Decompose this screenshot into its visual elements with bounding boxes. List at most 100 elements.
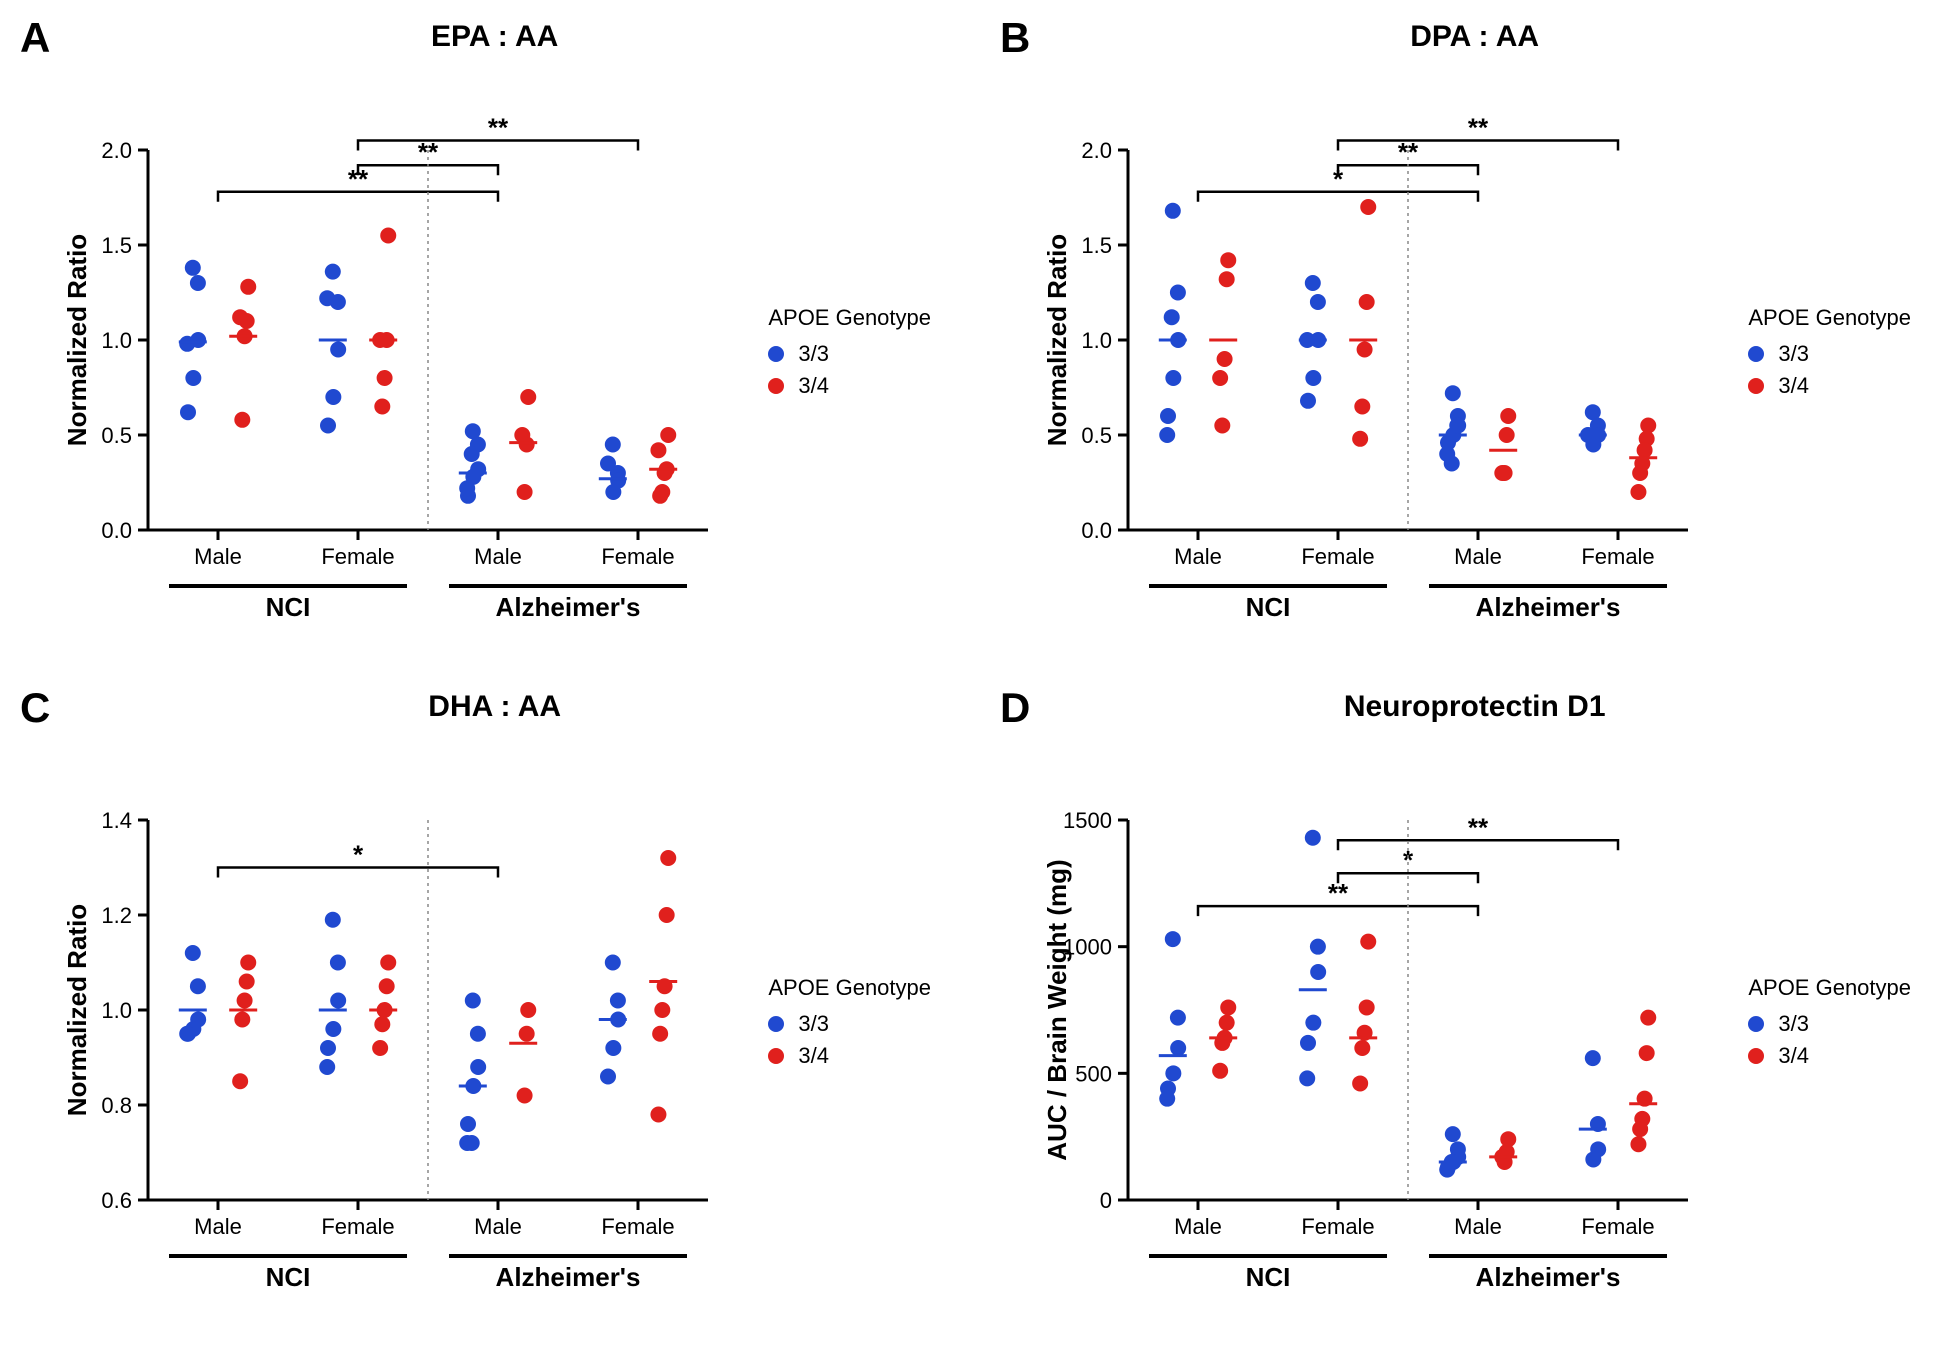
data-point-blue [190, 275, 206, 291]
data-point-red [661, 427, 677, 443]
data-point-red [232, 309, 248, 325]
data-point-red [651, 442, 667, 458]
data-point-blue [600, 456, 616, 472]
data-point-blue [1166, 1065, 1182, 1081]
legend-dot-icon [768, 346, 784, 362]
chart-title: Neuroprotectin D1 [1344, 690, 1606, 724]
data-point-blue [320, 290, 336, 306]
legend-item: 3/3 [1748, 341, 1911, 367]
data-point-red [372, 1040, 388, 1056]
legend-item: 3/3 [1748, 1011, 1911, 1037]
panel-letter: B [1000, 14, 1030, 62]
data-point-red [1361, 934, 1377, 950]
data-point-red [1215, 418, 1231, 434]
data-point-blue [186, 370, 202, 386]
chart-svg: ******0.00.51.01.52.0Normalized RatioMal… [58, 60, 728, 650]
data-point-blue [1450, 418, 1466, 434]
group-label: Alzheimer's [496, 1262, 641, 1292]
panel-A: A EPA : AA ******0.00.51.01.52.0Normaliz… [20, 20, 940, 650]
legend-item: 3/3 [768, 1011, 931, 1037]
legend-dot-icon [1748, 346, 1764, 362]
x-tick-label: Female [602, 1214, 675, 1239]
data-point-red [659, 907, 675, 923]
data-point-red [655, 1002, 671, 1018]
y-tick-label: 1.5 [102, 233, 133, 258]
legend-dot-icon [768, 1048, 784, 1064]
data-point-blue [1585, 1050, 1601, 1066]
data-point-red [235, 1012, 251, 1028]
data-point-blue [1160, 427, 1176, 443]
legend: APOE Genotype 3/3 3/4 [768, 975, 931, 1075]
data-point-red [1355, 399, 1371, 415]
data-point-red [521, 1002, 537, 1018]
data-point-blue [1166, 370, 1182, 386]
legend-item-label: 3/4 [1778, 373, 1809, 399]
data-point-blue [185, 260, 201, 276]
chart-svg: *0.60.81.01.21.4Normalized RatioMaleFema… [58, 730, 728, 1320]
data-point-red [232, 1073, 248, 1089]
data-point-blue [1305, 830, 1321, 846]
data-point-blue [1170, 1010, 1186, 1026]
data-point-red [1221, 999, 1237, 1015]
data-point-blue [320, 1059, 336, 1075]
x-tick-label: Female [602, 544, 675, 569]
x-tick-label: Female [1582, 544, 1655, 569]
legend-item-label: 3/4 [1778, 1043, 1809, 1069]
y-tick-label: 0.5 [1082, 423, 1113, 448]
y-axis-label: AUC / Brain Weight (mg) [1042, 859, 1072, 1160]
data-point-blue [610, 993, 626, 1009]
chart-svg: *****0.00.51.01.52.0Normalized RatioMale… [1038, 60, 1708, 650]
data-point-red [1499, 427, 1515, 443]
legend: APOE Genotype 3/3 3/4 [1748, 975, 1911, 1075]
x-tick-label: Male [475, 544, 523, 569]
group-label: Alzheimer's [496, 592, 641, 622]
data-point-blue [1165, 203, 1181, 219]
data-point-blue [1306, 370, 1322, 386]
data-point-blue [190, 978, 206, 994]
data-point-blue [606, 1040, 622, 1056]
data-point-blue [1305, 275, 1321, 291]
data-point-blue [331, 993, 347, 1009]
data-point-blue [465, 993, 481, 1009]
x-tick-label: Female [1582, 1214, 1655, 1239]
data-point-blue [325, 912, 341, 928]
data-point-blue [1586, 1151, 1602, 1167]
data-point-blue [1171, 1040, 1187, 1056]
data-point-red [1632, 1121, 1648, 1137]
data-point-red [517, 484, 533, 500]
data-point-red [1361, 199, 1377, 215]
y-tick-label: 1.4 [102, 808, 133, 833]
data-point-red [381, 228, 397, 244]
legend-item: 3/4 [768, 1043, 931, 1069]
data-point-blue [180, 336, 196, 352]
group-label: NCI [266, 1262, 311, 1292]
legend-dot-icon [1748, 1048, 1764, 1064]
data-point-blue [320, 418, 336, 434]
data-point-blue [606, 484, 622, 500]
data-point-red [1359, 294, 1375, 310]
data-point-red [1219, 271, 1235, 287]
legend-item: 3/3 [768, 341, 931, 367]
chart-title: DHA : AA [428, 690, 561, 724]
legend-item-label: 3/3 [1778, 341, 1809, 367]
x-tick-label: Male [195, 1214, 243, 1239]
sig-label: ** [488, 113, 509, 143]
data-point-red [241, 279, 257, 295]
panel-letter: D [1000, 684, 1030, 732]
legend-item-label: 3/3 [798, 341, 829, 367]
y-tick-label: 0.0 [102, 518, 133, 543]
group-label: Alzheimer's [1476, 1262, 1621, 1292]
y-tick-label: 2.0 [1082, 138, 1113, 163]
data-point-red [651, 1107, 667, 1123]
data-point-red [519, 1026, 535, 1042]
panel-B: B DPA : AA *****0.00.51.01.52.0Normalize… [1000, 20, 1920, 650]
data-point-blue [331, 342, 347, 358]
chart-svg: *****050010001500AUC / Brain Weight (mg)… [1038, 730, 1708, 1320]
data-point-blue [1310, 939, 1326, 955]
data-point-blue [464, 1135, 480, 1151]
legend: APOE Genotype 3/3 3/4 [768, 305, 931, 405]
data-point-blue [1444, 456, 1460, 472]
data-point-red [1359, 999, 1375, 1015]
x-tick-label: Male [1175, 1214, 1223, 1239]
legend-title: APOE Genotype [1748, 975, 1911, 1001]
